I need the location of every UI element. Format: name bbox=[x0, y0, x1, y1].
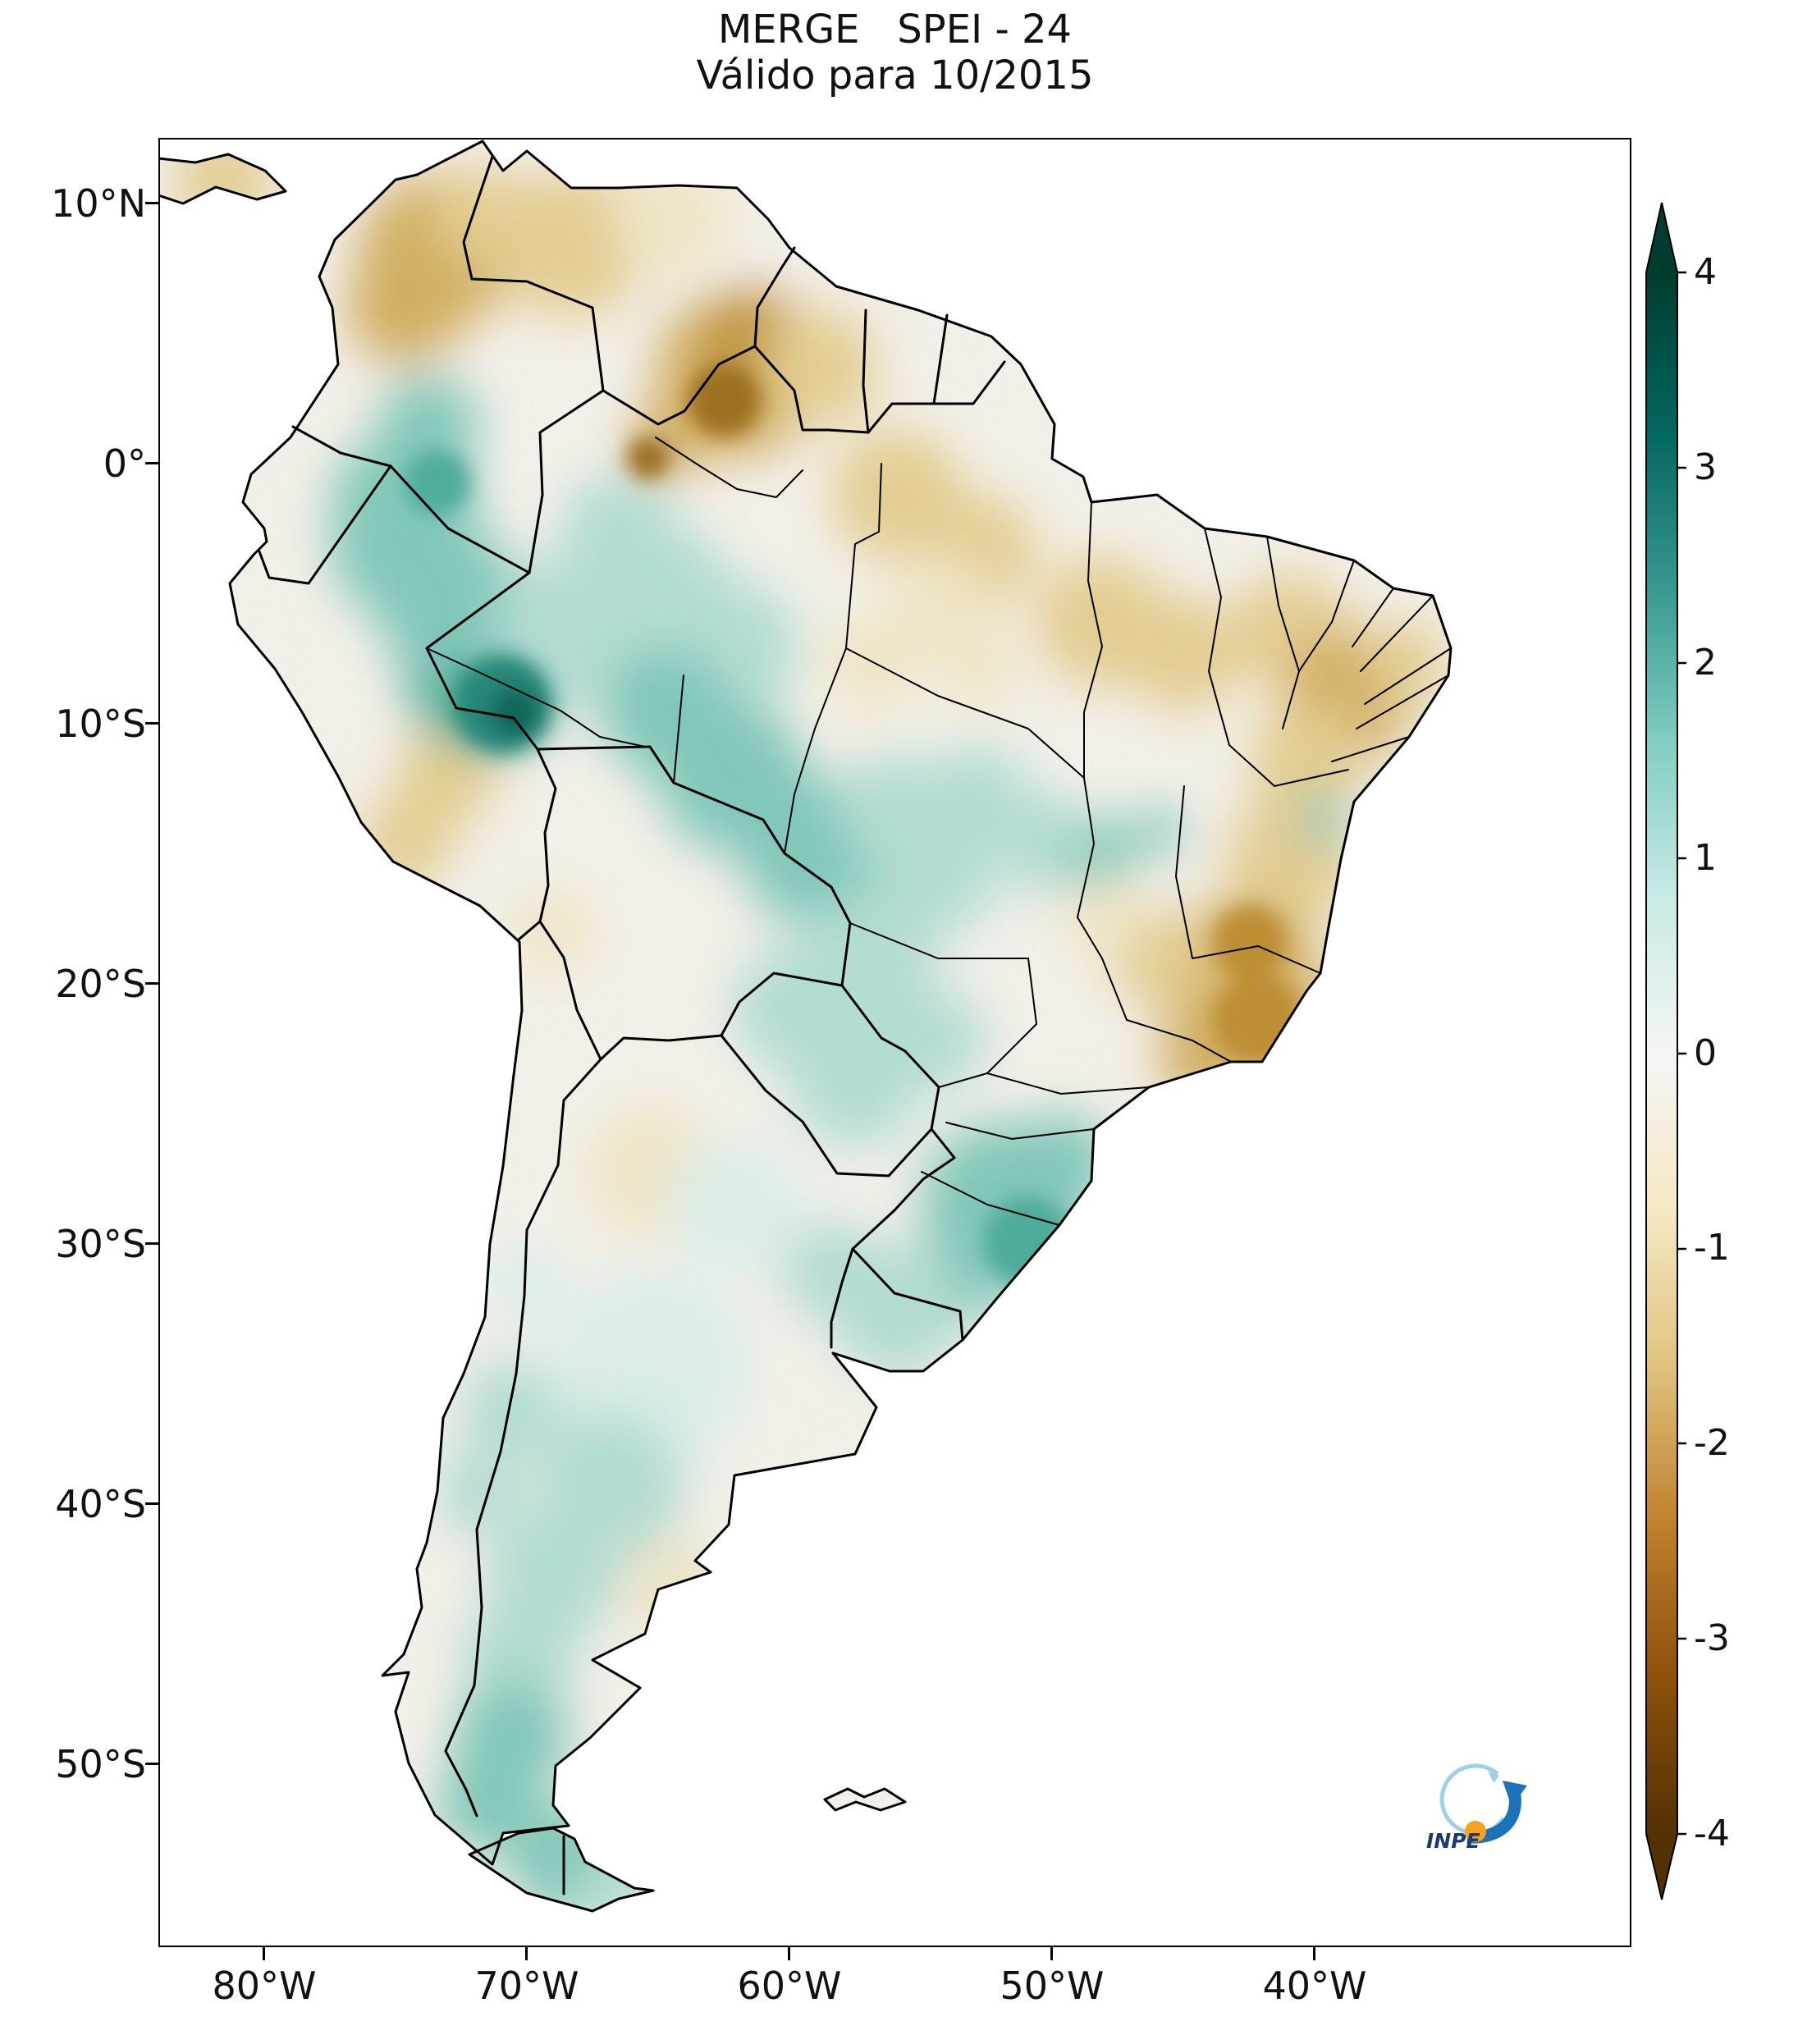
colorbar-tick-label: -3 bbox=[1694, 1617, 1730, 1659]
y-tick-label: 30°S bbox=[55, 1222, 146, 1266]
x-tick-mark bbox=[525, 1947, 528, 1960]
inpe-logo: INPE bbox=[1426, 1763, 1527, 1853]
y-tick-mark bbox=[145, 982, 158, 985]
x-tick-label: 40°W bbox=[1262, 1964, 1367, 2008]
colorbar-tick-label: -4 bbox=[1694, 1813, 1730, 1854]
x-tick-label: 60°W bbox=[737, 1964, 842, 2008]
state-borders bbox=[426, 437, 1452, 1226]
x-tick-label: 80°W bbox=[212, 1964, 317, 2008]
y-tick-label: 10°N bbox=[51, 181, 146, 226]
x-tick-mark bbox=[1313, 1947, 1315, 1960]
x-tick-label: 50°W bbox=[1000, 1964, 1105, 2008]
y-tick-mark bbox=[145, 1763, 158, 1765]
colorbar-tick-label: 0 bbox=[1694, 1032, 1717, 1074]
inpe-logo-small-arrowhead bbox=[1488, 1771, 1499, 1783]
colorbar bbox=[1645, 202, 1686, 1900]
south-america-spei-map bbox=[158, 138, 1631, 1947]
colorbar-tick-label: -1 bbox=[1694, 1227, 1730, 1269]
y-tick-mark bbox=[145, 1242, 158, 1245]
inpe-logo-mark bbox=[1439, 1763, 1527, 1844]
colorbar-tick-label: 4 bbox=[1694, 251, 1717, 293]
y-tick-label: 50°S bbox=[55, 1742, 146, 1786]
colorbar-tick-label: 1 bbox=[1694, 837, 1717, 879]
colorbar-tick-label: 3 bbox=[1694, 446, 1717, 488]
y-tick-mark bbox=[145, 1502, 158, 1505]
y-tick-label: 20°S bbox=[55, 962, 146, 1006]
y-tick-mark bbox=[145, 462, 158, 464]
figure-subtitle: Válido para 10/2015 bbox=[696, 53, 1094, 98]
colorbar-tick-label: 2 bbox=[1694, 642, 1717, 684]
y-tick-label: 10°S bbox=[55, 702, 146, 746]
y-tick-label: 0° bbox=[103, 441, 146, 486]
inpe-logo-text: INPE bbox=[1426, 1829, 1480, 1853]
inpe-logo-orange-dot bbox=[1465, 1821, 1486, 1842]
figure-title: MERGE SPEI - 24 bbox=[717, 7, 1073, 53]
x-tick-mark bbox=[1050, 1947, 1053, 1960]
y-tick-mark bbox=[145, 202, 158, 204]
colorbar-gradient-bar bbox=[1645, 202, 1678, 1900]
y-tick-mark bbox=[145, 722, 158, 725]
colorbar-tick-marks bbox=[1677, 271, 1686, 1836]
x-tick-mark bbox=[263, 1947, 265, 1960]
x-tick-mark bbox=[788, 1947, 790, 1960]
colorbar-tick-label: -2 bbox=[1694, 1422, 1730, 1464]
inpe-logo-big-arrowhead bbox=[1503, 1781, 1527, 1807]
country-borders bbox=[258, 155, 1006, 1895]
x-tick-label: 70°W bbox=[474, 1964, 579, 2008]
y-tick-label: 40°S bbox=[55, 1482, 146, 1526]
